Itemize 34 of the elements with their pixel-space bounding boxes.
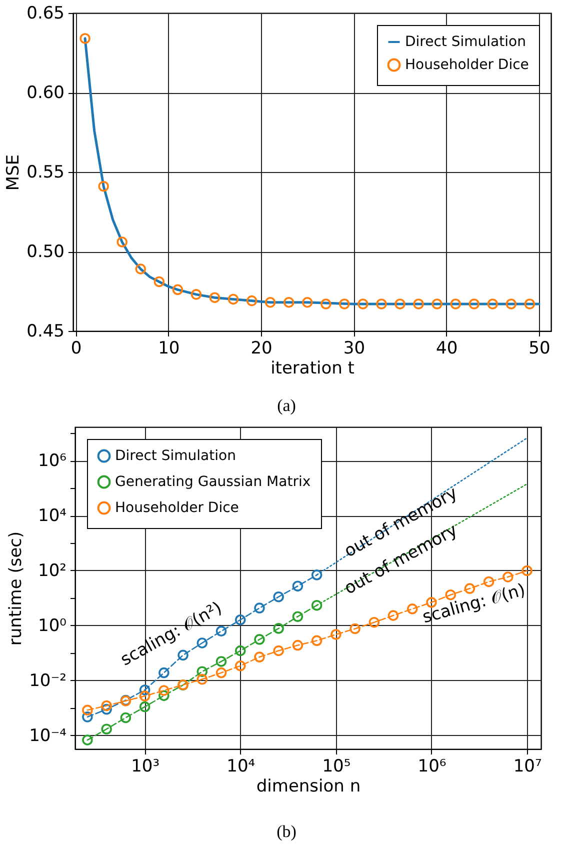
x-tick-label: 50 [528,338,550,358]
x-tick-label: 10⁴ [226,756,256,776]
y-tick-label: 10² [38,560,66,581]
x-axis-title: iteration t [270,358,355,378]
legend-label: Direct Simulation [115,448,236,464]
x-tick-label: 10 [158,338,180,358]
annotation: scaling: 𝒪(n) [420,580,528,628]
y-tick-label: 0.45 [26,322,64,342]
text: (a) [276,396,297,416]
legend-label: Householder Dice [405,57,529,73]
y-tick-label: 0.50 [26,242,64,262]
y-tick-label: 10⁰ [38,616,67,636]
x-tick-label: 10⁷ [513,756,542,776]
y-tick-label: 10⁻² [29,670,66,691]
x-tick-label: 20 [250,338,272,358]
y-tick-label: 0.55 [26,162,64,182]
y-tick-label: 0.65 [26,4,64,24]
y-tick-label: 0.60 [26,83,64,103]
y-tick-label: 10⁻⁴ [29,726,67,746]
y-tick-label: 10⁴ [38,506,67,526]
legend-label: Direct Simulation [405,34,526,50]
x-tick-label: 10⁵ [322,756,351,776]
x-tick-label: 40 [436,338,458,358]
y-tick-label: 10⁶ [38,451,67,472]
y-axis-title: MSE [4,154,24,191]
x-axis-title: dimension n [256,776,361,796]
legend-label: Generating Gaussian Matrix [115,474,311,490]
text: (b) [276,822,298,842]
x-tick-label: 10³ [131,756,160,776]
x-tick-label: 0 [70,338,82,358]
x-tick-label: 10⁶ [418,756,446,776]
legend-label: Householder Dice [115,500,239,516]
y-axis-title: runtime (sec) [6,531,26,646]
x-tick-label: 30 [343,338,366,358]
